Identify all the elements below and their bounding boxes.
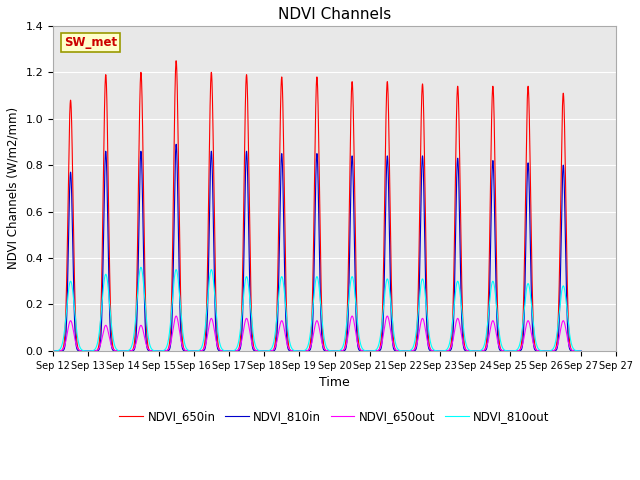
NDVI_650in [172, 58, 180, 63]
Line: NDVI_650in: NDVI_650in [53, 60, 581, 351]
NDVI_650out [247, 334, 255, 340]
NDVI_810out [465, 347, 472, 352]
NDVI_810in [162, 348, 170, 354]
NDVI_810in [49, 348, 57, 354]
NDVI_810out [577, 348, 585, 354]
Legend: NDVI_650in, NDVI_810in, NDVI_650out, NDVI_810out: NDVI_650in, NDVI_810in, NDVI_650out, NDV… [115, 406, 555, 428]
NDVI_810out [162, 346, 170, 351]
X-axis label: Time: Time [319, 376, 350, 389]
Line: NDVI_810in: NDVI_810in [53, 144, 581, 351]
NDVI_650out [49, 348, 57, 354]
NDVI_650in [577, 348, 585, 354]
NDVI_650in [49, 348, 57, 354]
NDVI_810out [390, 329, 397, 335]
NDVI_810in [577, 348, 585, 354]
NDVI_650out [172, 313, 180, 319]
Line: NDVI_650out: NDVI_650out [53, 316, 581, 351]
NDVI_810out [157, 348, 164, 354]
NDVI_650in [157, 348, 164, 354]
NDVI_650out [577, 348, 585, 354]
NDVI_810in [390, 346, 397, 351]
Text: SW_met: SW_met [64, 36, 117, 48]
NDVI_650in [390, 338, 397, 344]
Line: NDVI_810out: NDVI_810out [53, 267, 581, 351]
NDVI_810out [247, 306, 255, 312]
NDVI_810in [172, 142, 180, 147]
NDVI_650out [465, 348, 472, 354]
NDVI_810in [247, 318, 255, 324]
NDVI_650in [162, 348, 170, 354]
NDVI_650in [247, 279, 255, 285]
NDVI_810in [157, 348, 164, 354]
NDVI_810in [575, 348, 583, 354]
NDVI_650out [575, 348, 583, 354]
NDVI_650out [162, 348, 170, 354]
NDVI_650in [465, 348, 472, 354]
NDVI_810out [575, 348, 583, 354]
NDVI_650in [575, 348, 583, 354]
Title: NDVI Channels: NDVI Channels [278, 7, 391, 22]
NDVI_810in [465, 348, 472, 354]
NDVI_650out [157, 348, 164, 354]
NDVI_810out [137, 264, 145, 270]
NDVI_650out [390, 343, 397, 349]
NDVI_810out [49, 348, 57, 354]
Y-axis label: NDVI Channels (W/m2/mm): NDVI Channels (W/m2/mm) [7, 108, 20, 269]
